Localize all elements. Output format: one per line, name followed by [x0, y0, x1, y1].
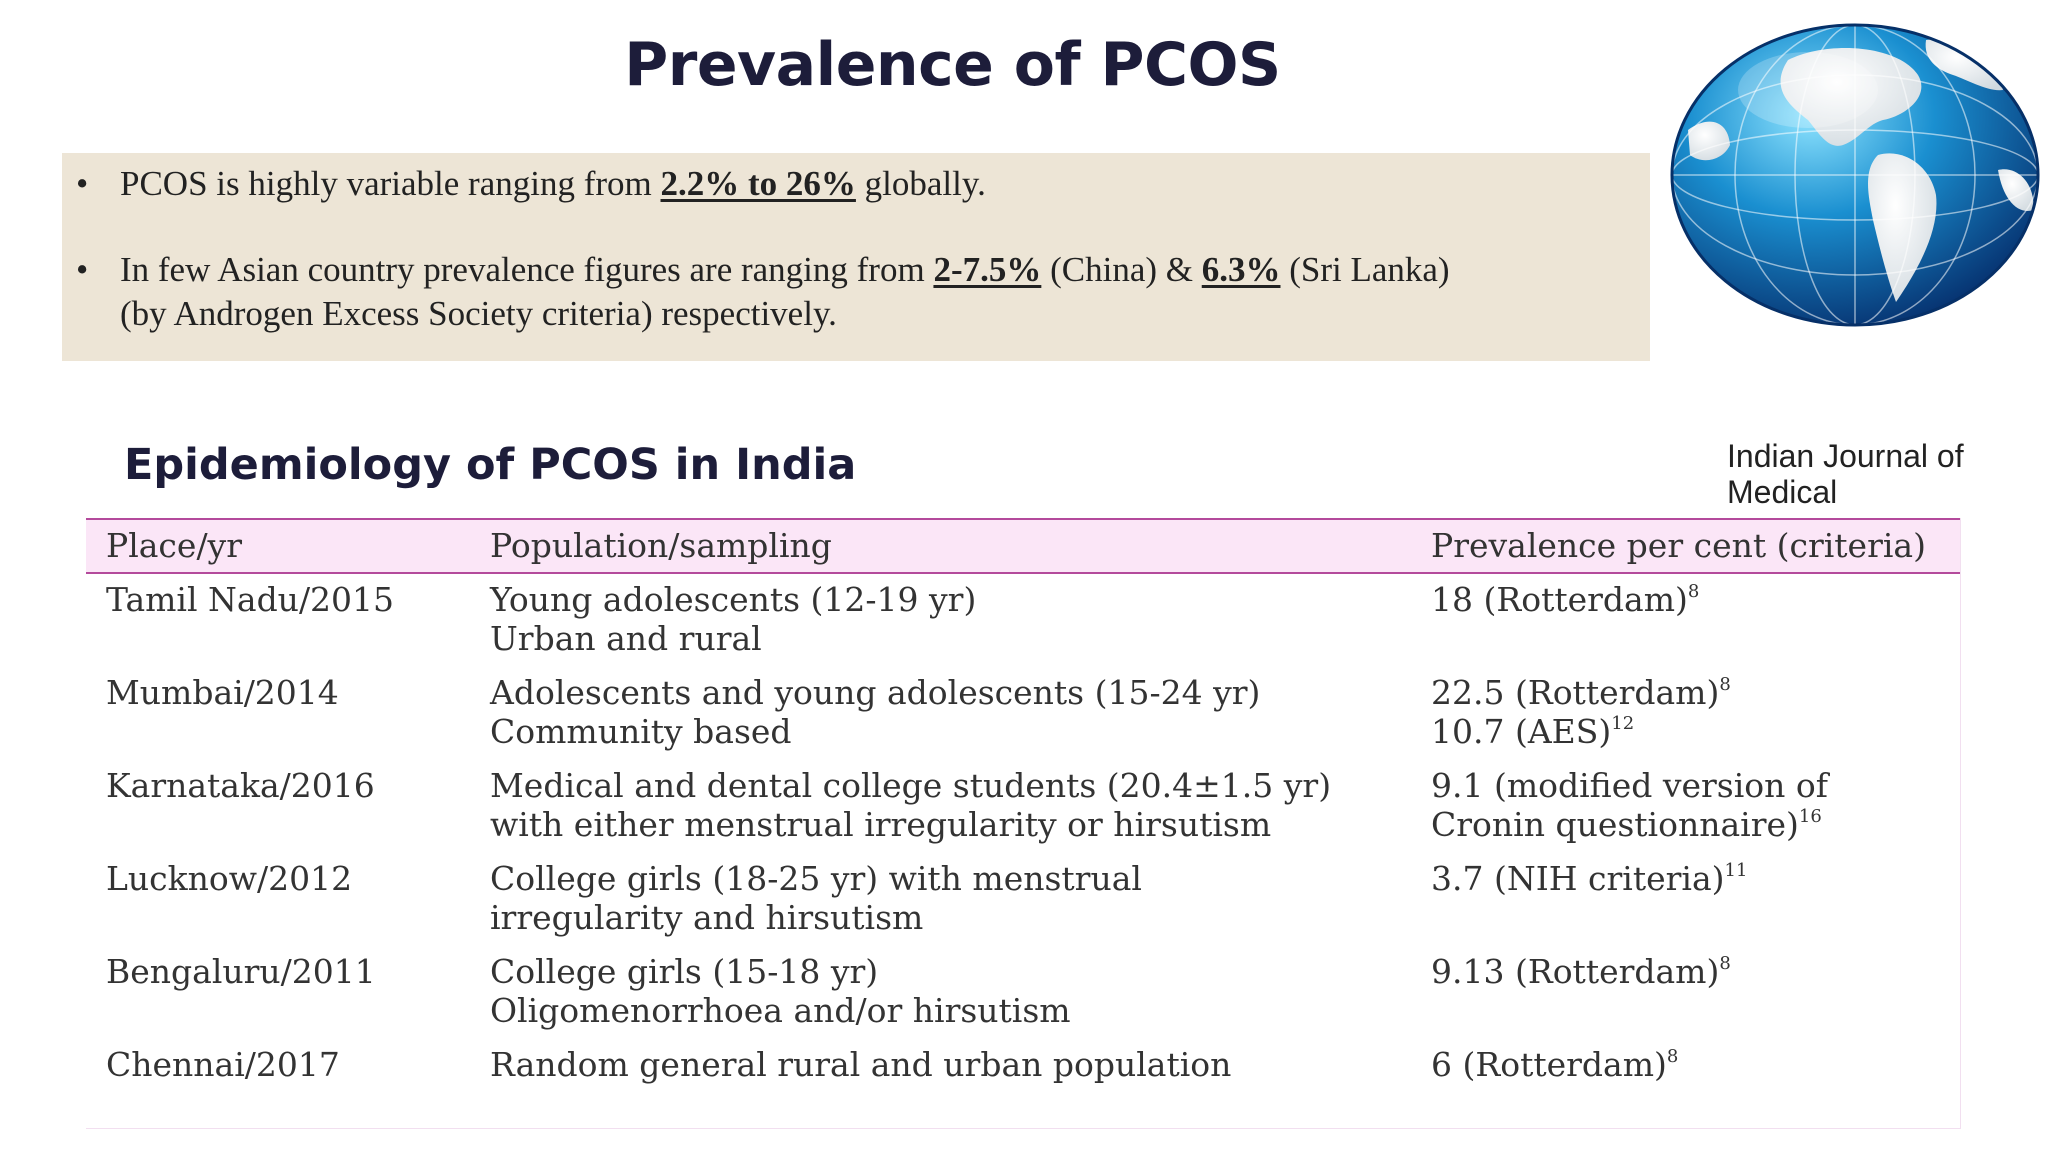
bullet-asian-range: • In few Asian country prevalence figure… — [62, 248, 1610, 338]
cell-population: College girls (15-18 yr) Oligomenorrhoea … — [490, 952, 1071, 1030]
bullet-dot: • — [76, 250, 89, 289]
source-label: Indian Journal of Medical — [1727, 438, 1964, 510]
epidemiology-table: Place/yr Population/sampling Prevalence … — [86, 518, 1961, 1129]
bullet-global-range: • PCOS is highly variable ranging from 2… — [62, 162, 1610, 206]
table-row: Bengaluru/2011 College girls (15-18 yr) O… — [86, 952, 1960, 1044]
table-row: Tamil Nadu/2015 Young adolescents (12-19… — [86, 580, 1960, 672]
bullet-text: In few Asian country prevalence figures … — [120, 250, 1450, 333]
cell-prevalence: 6 (Rotterdam)8 — [1431, 1045, 1679, 1084]
bullet-dot: • — [76, 164, 89, 203]
highlight-china: 2-7.5% — [933, 250, 1042, 289]
table-row: Mumbai/2014 Adolescents and young adoles… — [86, 673, 1960, 765]
header-prevalence: Prevalence per cent (criteria) — [1431, 526, 1926, 565]
table-row: Chennai/2017 Random general rural and ur… — [86, 1045, 1960, 1137]
table-header: Place/yr Population/sampling Prevalence … — [86, 518, 1960, 574]
cell-place: Chennai/2017 — [106, 1045, 340, 1084]
globe-icon — [1670, 23, 2040, 327]
highlight-sri-lanka: 6.3% — [1201, 250, 1281, 289]
slide-title: Prevalence of PCOS — [624, 30, 1281, 100]
cell-place: Karnataka/2016 — [106, 766, 375, 805]
cell-population: Random general rural and urban populatio… — [490, 1045, 1232, 1084]
cell-place: Lucknow/2012 — [106, 859, 353, 898]
highlight-global-range: 2.2% to 26% — [660, 164, 856, 203]
cell-prevalence: 22.5 (Rotterdam)8 10.7 (AES)12 — [1431, 673, 1731, 751]
table-row: Karnataka/2016 Medical and dental colleg… — [86, 766, 1960, 858]
cell-place: Tamil Nadu/2015 — [106, 580, 395, 619]
cell-prevalence: 3.7 (NIH criteria)11 — [1431, 859, 1748, 898]
section-subtitle: Epidemiology of PCOS in India — [124, 440, 857, 490]
table-row: Lucknow/2012 College girls (18-25 yr) wi… — [86, 859, 1960, 951]
cell-place: Bengaluru/2011 — [106, 952, 376, 991]
cell-prevalence: 9.13 (Rotterdam)8 — [1431, 952, 1731, 991]
cell-prevalence: 18 (Rotterdam)8 — [1431, 580, 1700, 619]
summary-box: • PCOS is highly variable ranging from 2… — [62, 153, 1650, 361]
cell-prevalence: 9.1 (modified version of Cronin questionn… — [1431, 766, 1828, 844]
cell-population: Young adolescents (12-19 yr) Urban and ru… — [490, 580, 977, 658]
cell-population: Medical and dental college students (20.… — [490, 766, 1332, 844]
cell-population: Adolescents and young adolescents (15-24… — [490, 673, 1261, 751]
bullet-text: PCOS is highly variable ranging from 2.2… — [120, 164, 986, 203]
cell-population: College girls (18-25 yr) with menstrual i… — [490, 859, 1142, 937]
cell-place: Mumbai/2014 — [106, 673, 339, 712]
header-place: Place/yr — [106, 526, 242, 565]
header-population: Population/sampling — [490, 526, 832, 565]
